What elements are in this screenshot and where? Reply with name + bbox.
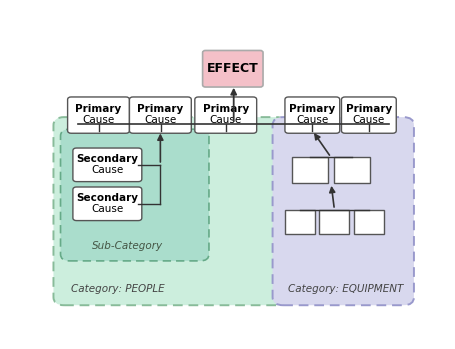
Bar <box>353 210 383 234</box>
Text: Category: PEOPLE: Category: PEOPLE <box>71 284 164 295</box>
Text: Primary: Primary <box>345 104 391 114</box>
Text: Cause: Cause <box>209 115 241 125</box>
Text: Secondary: Secondary <box>76 155 138 164</box>
Text: Cause: Cause <box>82 115 114 125</box>
Bar <box>318 210 349 234</box>
Bar <box>292 157 327 183</box>
FancyBboxPatch shape <box>67 97 129 133</box>
FancyBboxPatch shape <box>341 97 395 133</box>
Text: EFFECT: EFFECT <box>207 62 258 75</box>
Text: Cause: Cause <box>296 115 328 125</box>
Text: Cause: Cause <box>91 165 123 174</box>
FancyBboxPatch shape <box>202 51 263 87</box>
Text: Cause: Cause <box>91 203 123 214</box>
Text: Cause: Cause <box>352 115 384 125</box>
FancyBboxPatch shape <box>129 97 191 133</box>
Text: Primary: Primary <box>288 104 335 114</box>
FancyBboxPatch shape <box>73 148 142 181</box>
FancyBboxPatch shape <box>73 187 142 221</box>
FancyBboxPatch shape <box>194 97 256 133</box>
FancyBboxPatch shape <box>53 117 286 305</box>
Text: Primary: Primary <box>137 104 183 114</box>
Bar <box>284 210 314 234</box>
Text: Sub-Category: Sub-Category <box>92 242 163 252</box>
Text: Primary: Primary <box>75 104 121 114</box>
Text: Cause: Cause <box>144 115 176 125</box>
Text: Primary: Primary <box>202 104 248 114</box>
Text: Secondary: Secondary <box>76 193 138 203</box>
Bar <box>334 157 369 183</box>
FancyBboxPatch shape <box>272 117 413 305</box>
FancyBboxPatch shape <box>284 97 339 133</box>
FancyBboxPatch shape <box>61 129 208 261</box>
Text: Category: EQUIPMENT: Category: EQUIPMENT <box>288 284 403 295</box>
